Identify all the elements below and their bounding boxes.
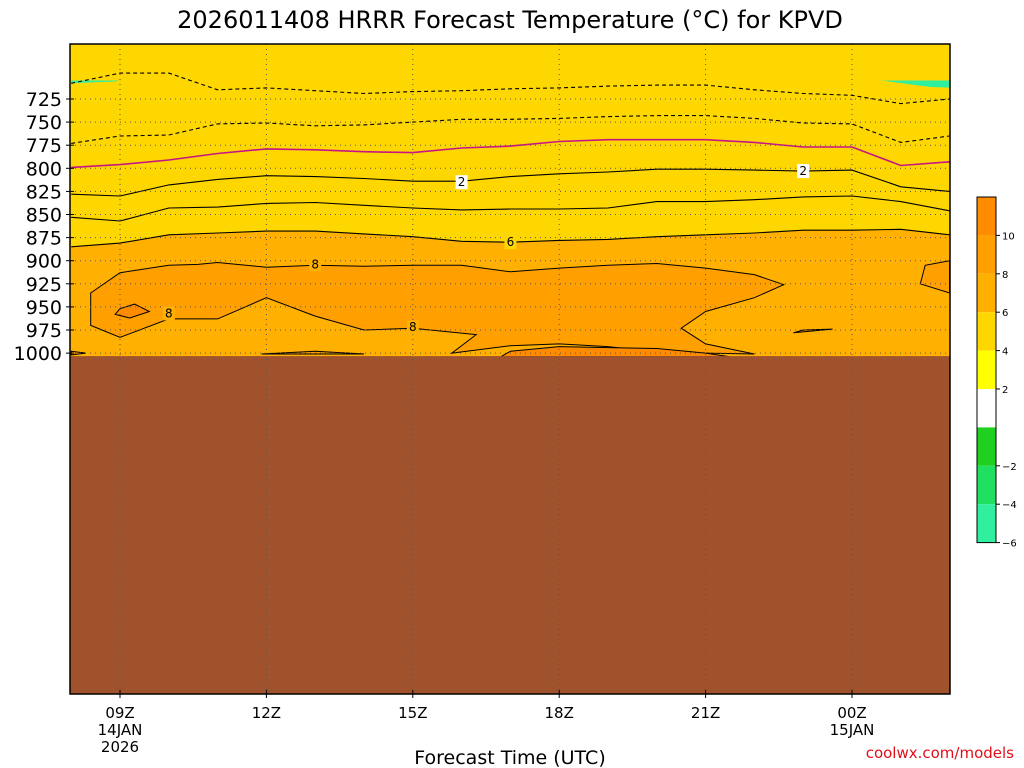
colorbar-swatch-8 [977,504,996,543]
y-tick-label-975: 975 [26,320,62,342]
region-10-5 [793,328,833,334]
region-label-8-0-1-bg [162,306,175,321]
region-8-3 [261,350,365,355]
y-tick-label-950: 950 [26,297,62,319]
colorbar-label-0: 10 [1002,231,1015,242]
plot-area: 2 2 6 8 8 8 [70,44,950,694]
contour-label-2-1-bg [797,164,810,179]
colorbar-swatch-5 [977,389,996,428]
region-label-8-0-2-bg [406,320,419,335]
contour-4 [71,195,950,222]
plot-frame [69,43,951,695]
colorbar-label-6: −4 [1002,500,1017,511]
region-label-8-0-2: 8 [409,320,417,334]
y-tick-label-900: 900 [26,251,62,273]
region-label-8-0-1: 8 [165,306,173,320]
contour-label-2-0: 2 [458,175,466,189]
y-tick-label-750: 750 [26,112,62,134]
y-tick-label-725: 725 [26,89,62,111]
x-tick-label-00Z-0: 00Z [837,704,866,722]
contour-0 [71,138,950,169]
credit-text: coolwx.com/models [866,744,1014,762]
region-10-4 [114,303,151,319]
contour-label-6-0-bg [504,235,517,250]
x-tick-label-18Z-0: 18Z [545,704,574,722]
colorbar-frame [976,196,997,544]
contour-label-6-0: 6 [507,235,515,249]
y-tick-label-800: 800 [26,158,62,180]
contour-label-2-1: 2 [799,164,807,178]
y-tick-label-850: 850 [26,205,62,227]
x-tick-label-12Z-0: 12Z [252,704,281,722]
x-tick-label-09Z-2: 2026 [101,738,139,756]
contour--4 [71,72,950,105]
region-label-8-0-0: 8 [311,257,319,271]
x-axis-title: Forecast Time (UTC) [414,747,605,768]
ground-strip [70,356,950,694]
region-label-8-0-0-bg [309,257,322,272]
y-tick-label-775: 775 [26,135,62,157]
x-tick-label-00Z-1: 15JAN [830,721,875,739]
x-tick-label-15Z-0: 15Z [398,704,427,722]
contour-label-2-0-bg [455,175,468,190]
y-tick-label-925: 925 [26,274,62,296]
colorbar: 10 8 6 4 2 −2 −4 −6 [976,196,1017,550]
colorbar-label-7: −6 [1002,539,1017,550]
band-below--6-right [881,80,950,88]
chart-title: 2026011408 HRRR Forecast Temperature (°C… [177,6,843,34]
y-tick-label-1000: 1000 [14,343,62,365]
y-tick-label-825: 825 [26,181,62,203]
x-tick-label-09Z-0: 09Z [105,704,134,722]
colorbar-swatch-6 [977,427,996,466]
colorbar-swatch-1 [977,235,996,274]
band-below--6-left [71,80,120,84]
colorbar-swatch-4 [977,350,996,389]
colorbar-swatch-3 [977,312,996,351]
y-tick-label-875: 875 [26,228,62,250]
colorbar-label-3: 4 [1002,347,1008,358]
colorbar-label-1: 8 [1002,270,1008,281]
x-tick-label-21Z-0: 21Z [691,704,720,722]
colorbar-swatch-7 [977,465,996,505]
colorbar-swatch-0 [977,197,996,236]
colorbar-label-4: 2 [1002,385,1008,396]
colorbar-label-5: −2 [1002,462,1017,473]
x-tick-label-09Z-1: 14JAN [98,721,143,739]
colorbar-label-2: 6 [1002,308,1008,319]
band-below-6 [70,44,950,247]
contour--2 [71,115,950,144]
colorbar-swatch-2 [977,273,996,313]
